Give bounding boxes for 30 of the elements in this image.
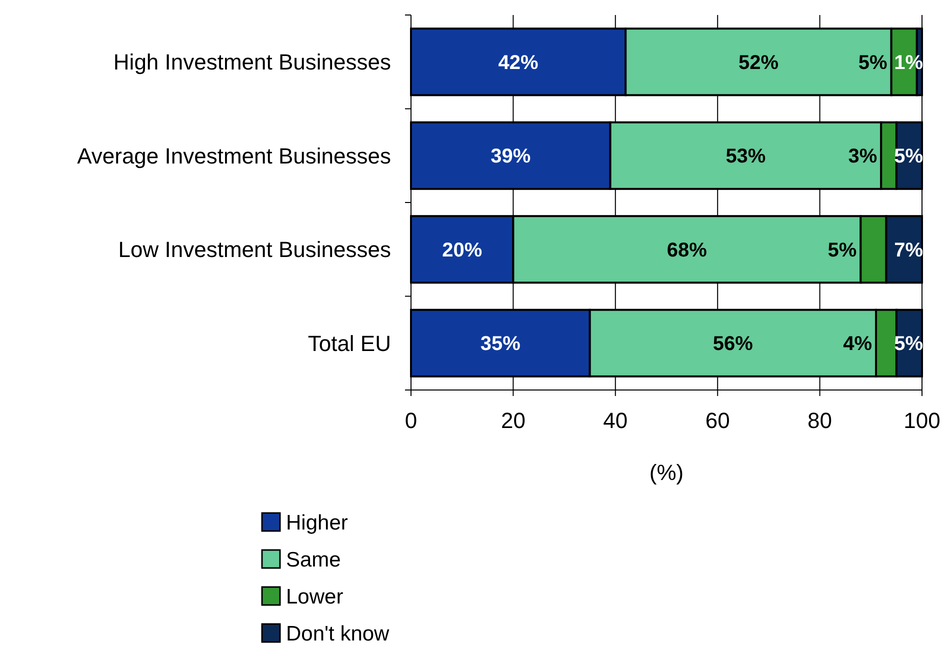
data-label: 4%	[843, 333, 872, 356]
data-label: 20%	[442, 239, 482, 262]
data-label: 35%	[480, 333, 521, 356]
data-label: 5%	[894, 333, 924, 356]
legend-label: Same	[286, 548, 341, 572]
x-tick-label: 20	[500, 408, 526, 433]
data-label: 5%	[894, 146, 924, 168]
data-label: 5%	[828, 239, 857, 262]
x-tick-label: 80	[808, 408, 832, 433]
y-tick-label: Low Investment Businesses	[118, 237, 391, 262]
data-label: 56%	[712, 333, 754, 356]
x-axis-title: (%)	[649, 460, 684, 485]
x-tick-label: 0	[404, 408, 418, 433]
data-label: 52%	[738, 52, 779, 74]
legend-label: Higher	[286, 511, 348, 534]
legend-label: Don't know	[286, 622, 390, 646]
data-label: 3%	[848, 146, 878, 168]
x-tick-label: 60	[705, 408, 730, 433]
data-label: 42%	[498, 52, 539, 74]
x-tick-label: 100	[904, 408, 940, 433]
y-tick-label: Average Investment Businesses	[77, 143, 391, 168]
y-tick-label: High Investment Businesses	[113, 50, 391, 75]
y-tick-label: Total EU	[308, 330, 391, 356]
data-label: 5%	[858, 52, 888, 74]
data-label: 7%	[894, 239, 924, 262]
data-label: 53%	[726, 146, 766, 168]
legend-label: Lower	[286, 585, 344, 608]
data-label: 39%	[490, 146, 531, 168]
x-tick-label: 40	[603, 408, 628, 433]
data-label: 68%	[666, 239, 708, 262]
